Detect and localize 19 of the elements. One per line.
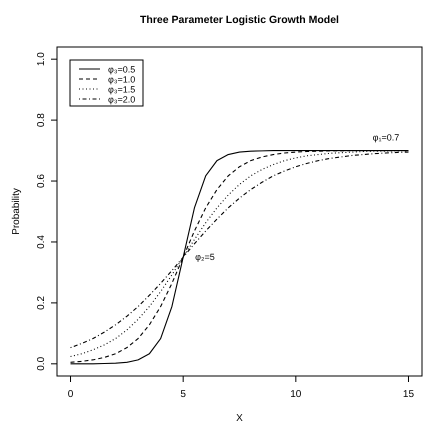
annotation: φ₂=5	[195, 252, 215, 262]
x-tick-label: 5	[180, 389, 186, 400]
chart-title: Three Parameter Logistic Growth Model	[140, 14, 340, 26]
legend-label: φ₃=1.5	[108, 84, 136, 94]
y-tick-label: 0.4	[36, 234, 47, 249]
y-tick-label: 0.0	[36, 356, 47, 371]
x-tick-label: 0	[68, 389, 74, 400]
legend-label: φ₃=2.0	[108, 94, 136, 104]
y-tick-label: 0.6	[36, 174, 47, 188]
y-tick-label: 0.2	[36, 296, 47, 310]
legend-label: φ₃=0.5	[108, 64, 136, 74]
y-tick-label: 0.8	[36, 112, 47, 128]
legend-label: φ₃=1.0	[108, 74, 136, 84]
x-tick-label: 15	[402, 389, 414, 400]
annotation: φ₁=0.7	[372, 132, 400, 143]
x-tick-label: 10	[290, 389, 302, 400]
y-tick-label: 1.0	[36, 52, 47, 66]
x-axis-title: X	[236, 413, 244, 424]
y-axis-title: Probability	[11, 188, 22, 235]
